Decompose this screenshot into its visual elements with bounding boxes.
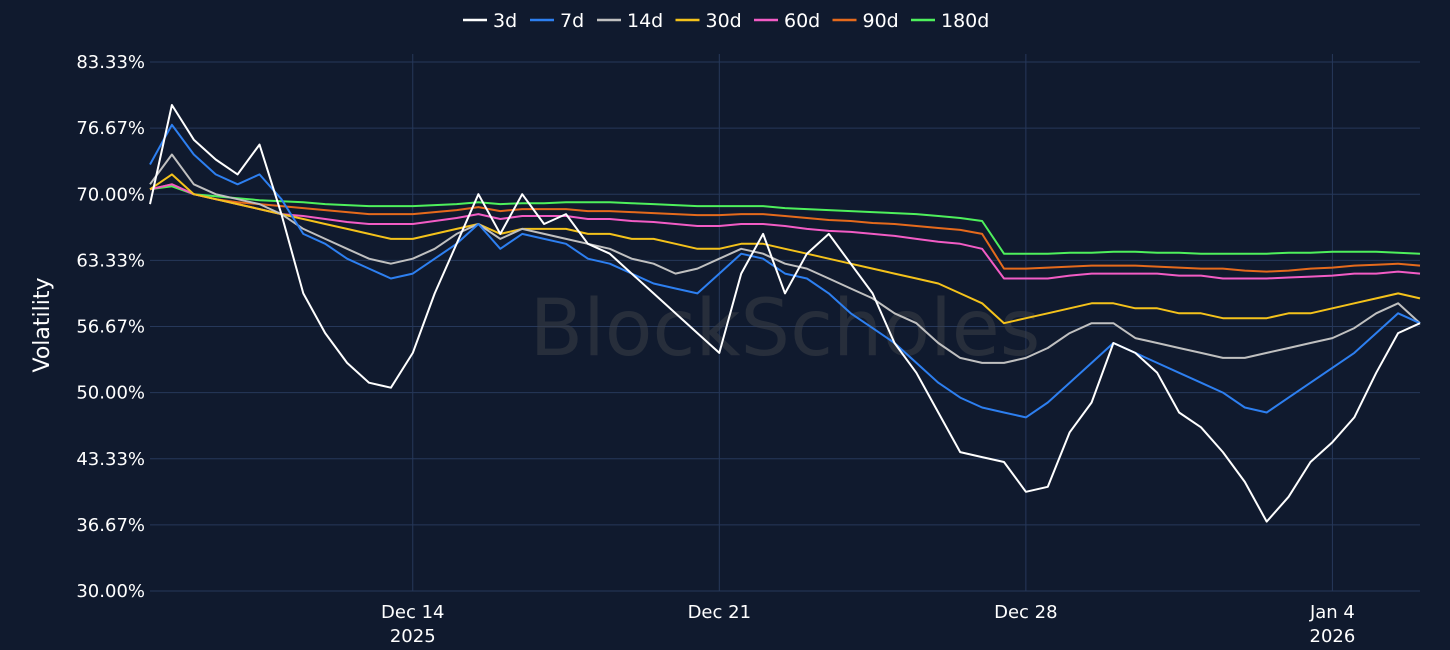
x-tick-label: Jan 4 [1309, 602, 1355, 623]
series-line-7d [149, 123, 1421, 419]
series-line-90d [149, 183, 1421, 273]
series-line-60d [149, 183, 1421, 280]
legend-label: 90d [863, 10, 899, 32]
x-axis-ticks: Dec 14 2025 Dec 21 Dec 28 Jan 4 2026 [381, 602, 1355, 647]
legend-item-90d[interactable]: 90d [832, 10, 899, 32]
legend-item-60d[interactable]: 60d [754, 10, 820, 32]
legend-label: 60d [784, 10, 820, 32]
watermark: BlockScholes [530, 284, 1041, 374]
x-tick-year-label: 2026 [1310, 626, 1356, 647]
y-tick-label: 76.67% [76, 118, 145, 139]
legend-label: 3d [493, 10, 517, 32]
legend-label: 180d [941, 10, 989, 32]
y-tick-label: 56.67% [76, 317, 145, 338]
series-line-3d [149, 104, 1421, 523]
grid-lines [150, 54, 1420, 592]
legend-item-30d[interactable]: 30d [675, 10, 742, 32]
legend-item-180d[interactable]: 180d [911, 10, 989, 32]
y-tick-label: 50.00% [76, 383, 145, 404]
series-lines [149, 104, 1421, 523]
legend-label: 7d [560, 10, 584, 32]
x-tick-label: Dec 14 [381, 602, 444, 623]
series-line-180d [149, 185, 1421, 255]
legend-item-14d[interactable]: 14d [597, 10, 663, 32]
y-tick-label: 36.67% [76, 515, 145, 536]
series-line-14d [149, 153, 1421, 364]
y-tick-label: 43.33% [76, 449, 145, 470]
series-line-30d [149, 173, 1421, 325]
x-tick-label: Dec 28 [994, 602, 1057, 623]
y-axis-ticks: 30.00% 36.67% 43.33% 50.00% 56.67% 63.33% 70.0… [76, 52, 145, 602]
x-tick-year-label: 2025 [390, 626, 436, 647]
y-tick-label: 70.00% [76, 184, 145, 205]
y-tick-label: 63.33% [76, 250, 145, 271]
legend: 3d 7d 14d 30d 60d 90d 180d [463, 10, 989, 32]
legend-item-3d[interactable]: 3d [463, 10, 517, 32]
y-tick-label: 83.33% [76, 52, 145, 73]
y-tick-label: 30.00% [76, 581, 145, 602]
x-tick-label: Dec 21 [688, 602, 751, 623]
y-axis-title: Volatility [30, 277, 55, 372]
legend-label: 14d [627, 10, 663, 32]
legend-label: 30d [706, 10, 742, 32]
legend-item-7d[interactable]: 7d [530, 10, 584, 32]
